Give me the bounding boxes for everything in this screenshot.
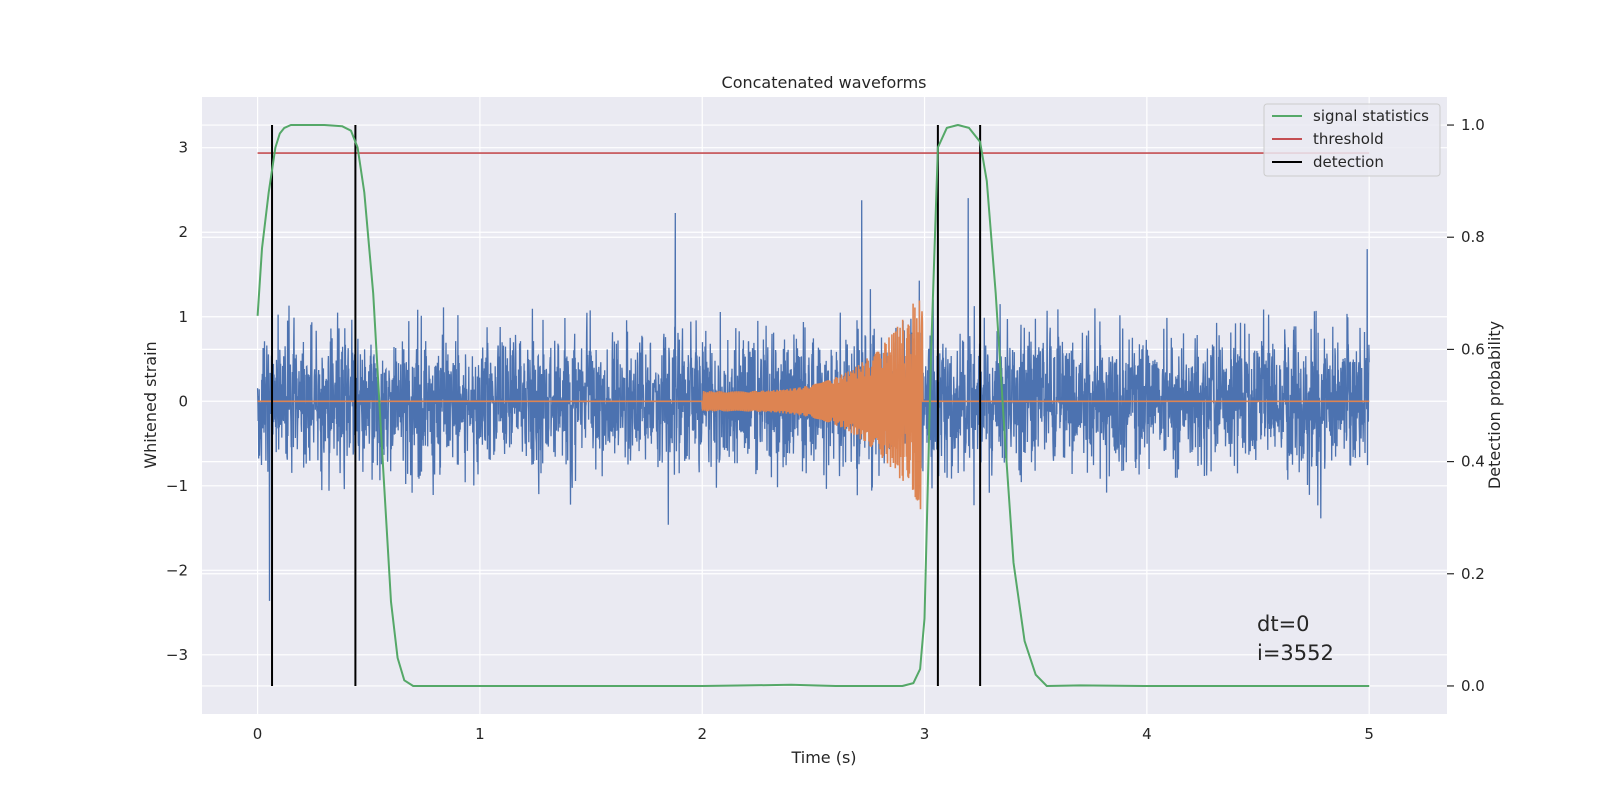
template-line — [257, 300, 1370, 510]
legend-label-signal-statistics: signal statistics — [1313, 107, 1429, 125]
y2-tick-label-1: 0.2 — [1461, 565, 1485, 583]
legend-box — [1263, 103, 1441, 177]
x-axis-label: Time (s) — [790, 748, 856, 767]
strain-line — [256, 198, 1370, 601]
annotation-dt: dt=0 — [1257, 612, 1310, 636]
template-waveform-series — [257, 300, 1370, 510]
x-tick-label-1: 1 — [475, 725, 485, 743]
y-tick-label-5: 2 — [178, 223, 188, 241]
x-tick-label-0: 0 — [253, 725, 263, 743]
y-tick-label-4: 1 — [178, 308, 188, 326]
legend-label-detection: detection — [1313, 153, 1384, 171]
legend-label-threshold: threshold — [1313, 130, 1384, 148]
x-tick-label-3: 3 — [920, 725, 930, 743]
y2-tick-label-2: 0.4 — [1461, 453, 1485, 471]
y2-tick-label-3: 0.6 — [1461, 340, 1485, 358]
y-tick-label-0: −3 — [166, 646, 188, 664]
annotation-index: i=3552 — [1257, 641, 1334, 665]
axis-ticks: 0 1 2 3 4 5 −3 −2 −1 0 1 2 3 0.0 0.2 0.4 0.6 0.8 1.0 — [166, 116, 1485, 743]
y2-tick-label-5: 1.0 — [1461, 116, 1485, 134]
whitened-strain-series — [256, 198, 1370, 601]
x-tick-label-4: 4 — [1142, 725, 1152, 743]
y-tick-label-1: −2 — [166, 561, 188, 579]
chart-title: Concatenated waveforms — [722, 73, 927, 92]
signal-statistics-line — [256, 124, 1370, 687]
x-tick-label-2: 2 — [697, 725, 707, 743]
detection-lines — [271, 125, 982, 686]
y2-tick-label-4: 0.8 — [1461, 228, 1485, 246]
x-tick-label-5: 5 — [1364, 725, 1374, 743]
y-axis-label: Whitened strain — [141, 341, 160, 468]
y-tick-label-3: 0 — [178, 392, 188, 410]
signal-statistics-series — [256, 124, 1370, 687]
y2-tick-label-0: 0.0 — [1461, 677, 1485, 695]
y-tick-label-6: 3 — [178, 139, 188, 157]
y-tick-label-2: −1 — [166, 477, 188, 495]
y2-axis-label: Detection probability — [1485, 321, 1504, 489]
legend: signal statistics threshold detection — [1263, 103, 1441, 177]
